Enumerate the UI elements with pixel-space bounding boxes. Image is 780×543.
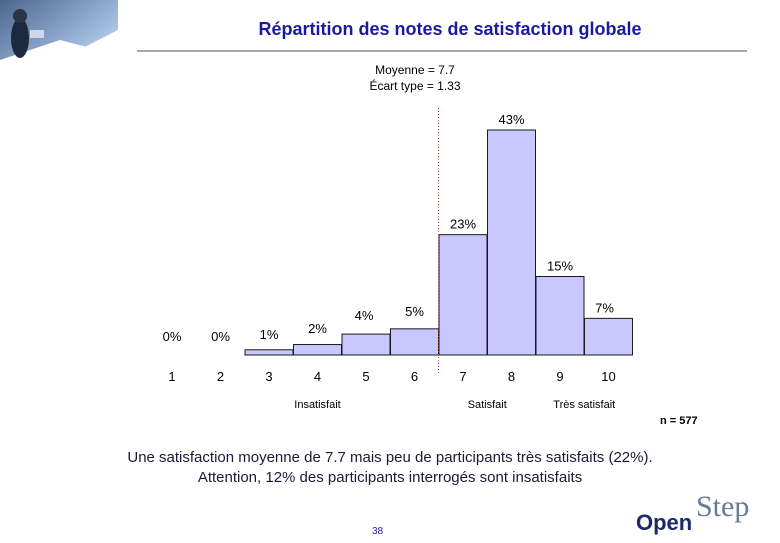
value-label-4: 2% [308,321,327,336]
bar-9 [535,276,585,356]
value-label-3: 1% [260,327,279,342]
value-label-9: 15% [547,259,573,274]
slide-title: Répartition des notes de satisfaction gl… [258,19,642,39]
tick-label-1: 1 [168,369,175,384]
group-label-1: Satisfait [468,399,507,411]
logo-step-text: Step [696,490,749,523]
value-label-10: 7% [595,300,614,315]
value-label-8: 43% [498,112,524,127]
tick-label-9: 9 [556,369,563,384]
sample-size-label: n = 577 [660,415,698,427]
std-dev-label: Écart type = 1.33 [369,79,461,93]
tick-label-8: 8 [508,369,515,384]
value-label-2: 0% [211,329,230,344]
bar-4 [293,344,342,356]
value-label-7: 23% [450,217,476,232]
bar-7 [438,234,488,356]
tick-label-6: 6 [411,369,418,384]
value-label-1: 0% [163,329,182,344]
group-label-2: Très satisfait [553,399,615,411]
bar-8 [487,129,536,356]
bar-3 [244,349,294,356]
openstep-logo: Open Step [632,490,772,538]
bar-10 [584,317,633,356]
tick-label-3: 3 [265,369,272,384]
caption-line-1: Une satisfaction moyenne de 7.7 mais peu… [127,449,653,466]
corner-photo [0,0,118,90]
stats-block: Moyenne = 7.7 Écart type = 1.33 [300,62,530,94]
bar-6 [390,328,439,356]
value-label-6: 5% [405,304,424,319]
tick-label-5: 5 [362,369,369,384]
caption-line-2: Attention, 12% des participants interrog… [197,469,583,486]
tick-label-2: 2 [217,369,224,384]
bar-5 [341,333,391,356]
page-number: 38 [372,526,384,537]
group-label-0: Insatisfait [294,399,340,411]
title-divider [137,50,747,52]
tick-label-4: 4 [314,369,321,384]
tick-label-10: 10 [601,369,615,384]
value-label-5: 4% [355,308,374,323]
mean-label: Moyenne = 7.7 [375,63,455,77]
logo-open-text: Open [636,510,692,535]
caption: Une satisfaction moyenne de 7.7 mais peu… [40,448,740,488]
tick-label-7: 7 [459,369,466,384]
